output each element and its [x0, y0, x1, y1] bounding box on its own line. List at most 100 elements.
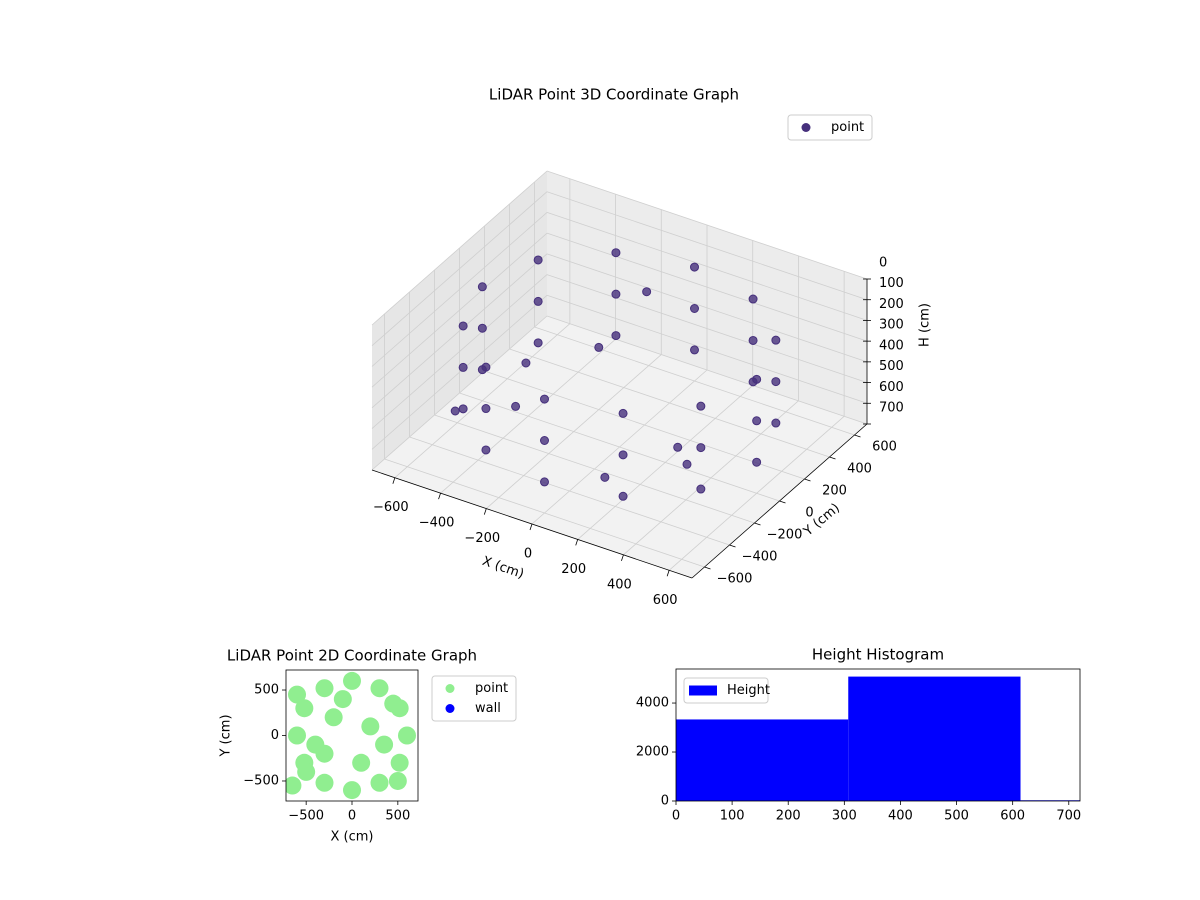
legend-swatch [689, 685, 717, 696]
point [540, 477, 549, 487]
point [477, 282, 487, 292]
grid-line [371, 253, 548, 409]
y-axis [691, 423, 868, 579]
point [748, 294, 758, 304]
point [390, 753, 409, 772]
grid-line [434, 414, 755, 524]
axes-frame [675, 668, 1081, 802]
point [696, 443, 706, 453]
point [533, 255, 543, 265]
y-tick [779, 500, 786, 504]
point [361, 717, 380, 736]
x-tick-label: −400 [419, 516, 455, 531]
point [690, 345, 699, 355]
z-tick-label: 700 [879, 401, 904, 416]
point [771, 335, 781, 345]
y-tick [729, 544, 736, 548]
chart-title: Height Histogram [812, 646, 944, 664]
x-tick-label: 0 [672, 809, 680, 824]
y-tick-label: −500 [243, 773, 279, 788]
x-tick-label: 400 [607, 577, 632, 592]
point [682, 459, 692, 469]
y-tick [829, 456, 836, 460]
grid-line [546, 253, 868, 363]
x-tick-label: 0 [348, 809, 356, 824]
point [752, 457, 762, 467]
chart-title: LiDAR Point 3D Coordinate Graph [489, 86, 739, 104]
x-tick-label: 500 [944, 809, 969, 824]
point [324, 708, 343, 727]
grid-line [546, 315, 868, 425]
x-tick [666, 570, 670, 577]
point [343, 671, 361, 690]
chart-title: LiDAR Point 2D Coordinate Graph [227, 647, 477, 665]
x-tick-label: 200 [776, 809, 801, 824]
x-tick-label: −600 [373, 500, 409, 515]
x-tick-label: 700 [1056, 809, 1081, 824]
grid-line [546, 232, 868, 342]
x-tick-label: −500 [288, 809, 324, 824]
x-tick-label: 100 [720, 809, 745, 824]
y-tick [804, 478, 811, 482]
grid-line [371, 212, 548, 367]
point [458, 362, 468, 372]
x-tick [438, 493, 441, 500]
legend-marker [445, 704, 455, 713]
point [611, 289, 621, 299]
y-tick-label: 2000 [636, 745, 669, 760]
point [477, 323, 487, 333]
y-tick-label: 0 [661, 794, 669, 809]
grid-line [546, 274, 868, 383]
y-tick-label: −200 [767, 528, 803, 543]
y-tick-label: −400 [742, 550, 778, 565]
point [540, 436, 549, 445]
point [696, 484, 706, 494]
grid-line [546, 170, 868, 280]
point [398, 726, 416, 745]
y-tick-label: 0 [271, 728, 279, 743]
bar [676, 719, 849, 801]
grid-line [459, 392, 780, 502]
legend-marker [801, 123, 811, 132]
y-tick [704, 566, 711, 570]
point [696, 401, 706, 411]
y-tick-label: 200 [822, 484, 847, 499]
z-axis-label: H (cm) [918, 303, 933, 347]
y-tick-label: 4000 [636, 696, 669, 711]
grid-line [534, 326, 855, 436]
y-tick-label: −600 [717, 572, 753, 587]
grid-line [371, 274, 548, 429]
x-tick-label: 400 [888, 809, 913, 824]
x-tick-label: 500 [385, 809, 410, 824]
point [611, 248, 621, 258]
x-tick-label: −200 [464, 531, 500, 546]
grid-line [546, 294, 868, 404]
point [690, 262, 699, 272]
point [533, 338, 543, 348]
x-tick [529, 523, 533, 531]
point [388, 771, 407, 790]
point [521, 358, 531, 368]
x-tick [575, 539, 579, 546]
point [458, 321, 468, 331]
point [458, 404, 468, 414]
grid-line [509, 348, 830, 458]
grid-line [384, 458, 705, 568]
point [481, 404, 491, 414]
grid-line [546, 212, 868, 321]
point [343, 781, 361, 800]
legend-label: Height [727, 683, 770, 698]
z-tick-label: 200 [879, 297, 904, 312]
point [352, 753, 371, 772]
point [540, 394, 549, 404]
grid-line [409, 436, 730, 546]
point [771, 377, 781, 387]
grid-line [484, 370, 805, 480]
plot-area [286, 671, 416, 800]
point [315, 679, 334, 698]
point [297, 762, 316, 781]
z-tick-label: 600 [879, 380, 904, 395]
grid-line [371, 170, 548, 326]
bar [848, 676, 1021, 801]
point [752, 416, 762, 426]
